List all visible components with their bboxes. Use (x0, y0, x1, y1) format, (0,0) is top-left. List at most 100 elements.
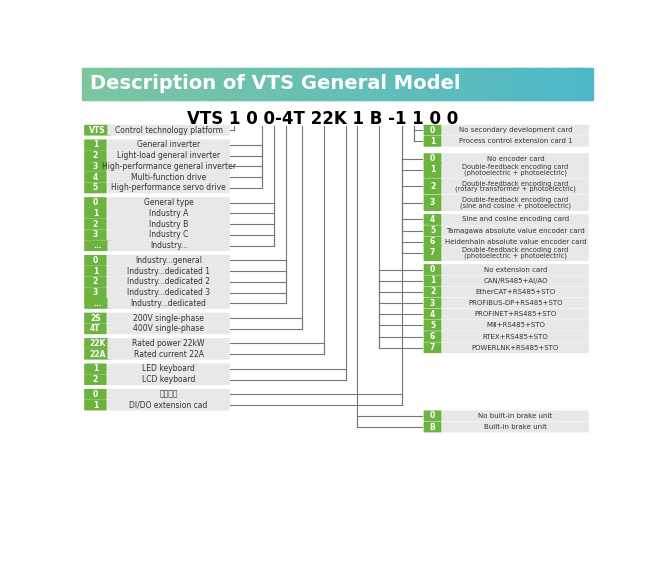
Bar (99, 68, 102, 100)
Bar (125, 68, 127, 100)
Bar (114, 68, 117, 100)
Bar (283, 68, 286, 100)
Text: High-performance general inverter: High-performance general inverter (102, 162, 236, 171)
Bar (312, 68, 315, 100)
FancyBboxPatch shape (107, 182, 230, 193)
Bar (196, 68, 199, 100)
Bar (243, 68, 246, 100)
FancyBboxPatch shape (107, 255, 230, 266)
FancyBboxPatch shape (442, 331, 589, 342)
Text: Rated current 22A: Rated current 22A (134, 350, 204, 359)
Bar (533, 68, 535, 100)
Bar (429, 68, 432, 100)
Bar (307, 68, 309, 100)
FancyBboxPatch shape (107, 150, 230, 161)
FancyBboxPatch shape (107, 208, 230, 219)
Bar (578, 68, 581, 100)
Bar (272, 68, 275, 100)
FancyBboxPatch shape (84, 276, 107, 287)
Bar (149, 68, 151, 100)
FancyBboxPatch shape (442, 245, 589, 261)
Bar (330, 68, 333, 100)
FancyBboxPatch shape (107, 323, 230, 334)
Text: RTEX+RS485+STO: RTEX+RS485+STO (482, 333, 548, 340)
FancyBboxPatch shape (442, 286, 589, 297)
Text: 0: 0 (93, 256, 98, 265)
Text: No encoder card: No encoder card (487, 156, 544, 162)
Bar (88, 68, 90, 100)
Text: Rated power 22kW: Rated power 22kW (132, 339, 205, 348)
Bar (365, 68, 367, 100)
Bar (155, 68, 158, 100)
Bar (288, 68, 290, 100)
Bar (453, 68, 455, 100)
Bar (509, 68, 511, 100)
Bar (473, 68, 476, 100)
Text: No built-in brake unit: No built-in brake unit (478, 413, 553, 419)
Bar (502, 68, 505, 100)
Bar (318, 68, 321, 100)
Text: 4T: 4T (90, 324, 101, 333)
FancyBboxPatch shape (84, 374, 107, 385)
Text: 0: 0 (430, 154, 435, 163)
Bar (422, 68, 424, 100)
Bar (264, 68, 266, 100)
Text: 5: 5 (93, 184, 98, 193)
Bar (492, 68, 494, 100)
FancyBboxPatch shape (84, 219, 107, 229)
Bar (546, 68, 549, 100)
FancyBboxPatch shape (84, 172, 107, 182)
Bar (536, 68, 539, 100)
Bar (222, 68, 224, 100)
FancyBboxPatch shape (424, 195, 442, 211)
Text: 7: 7 (430, 343, 435, 352)
Bar (558, 68, 561, 100)
Bar (305, 68, 307, 100)
Bar (201, 68, 204, 100)
FancyBboxPatch shape (424, 153, 442, 164)
FancyBboxPatch shape (442, 298, 589, 308)
FancyBboxPatch shape (84, 229, 107, 240)
Bar (101, 68, 103, 100)
Bar (251, 68, 253, 100)
FancyBboxPatch shape (442, 179, 589, 194)
Bar (138, 68, 141, 100)
Bar (150, 68, 153, 100)
Text: Industry B: Industry B (149, 220, 188, 229)
FancyBboxPatch shape (107, 374, 230, 385)
Bar (255, 68, 258, 100)
Bar (239, 68, 241, 100)
Text: 1: 1 (430, 166, 435, 175)
Bar (431, 68, 433, 100)
Bar (587, 68, 590, 100)
FancyBboxPatch shape (424, 162, 442, 178)
FancyBboxPatch shape (84, 150, 107, 161)
Bar (349, 68, 351, 100)
Bar (411, 68, 413, 100)
FancyBboxPatch shape (84, 287, 107, 298)
Bar (297, 68, 299, 100)
Bar (446, 68, 449, 100)
Bar (210, 68, 213, 100)
FancyBboxPatch shape (84, 399, 107, 410)
Bar (569, 68, 571, 100)
Text: 1: 1 (93, 364, 98, 373)
Text: General inverter: General inverter (137, 140, 200, 149)
Bar (166, 68, 168, 100)
Bar (89, 68, 91, 100)
Bar (440, 68, 442, 100)
Bar (565, 68, 567, 100)
Bar (353, 68, 355, 100)
Bar (182, 68, 185, 100)
Text: 4: 4 (93, 173, 98, 181)
Text: 1: 1 (93, 401, 98, 410)
Bar (420, 68, 423, 100)
Bar (497, 68, 499, 100)
Bar (589, 68, 592, 100)
FancyBboxPatch shape (424, 320, 442, 331)
Bar (373, 68, 376, 100)
Bar (577, 68, 580, 100)
Text: CAN/RS485+AI/AO: CAN/RS485+AI/AO (483, 278, 547, 284)
Bar (199, 68, 202, 100)
Bar (449, 68, 452, 100)
